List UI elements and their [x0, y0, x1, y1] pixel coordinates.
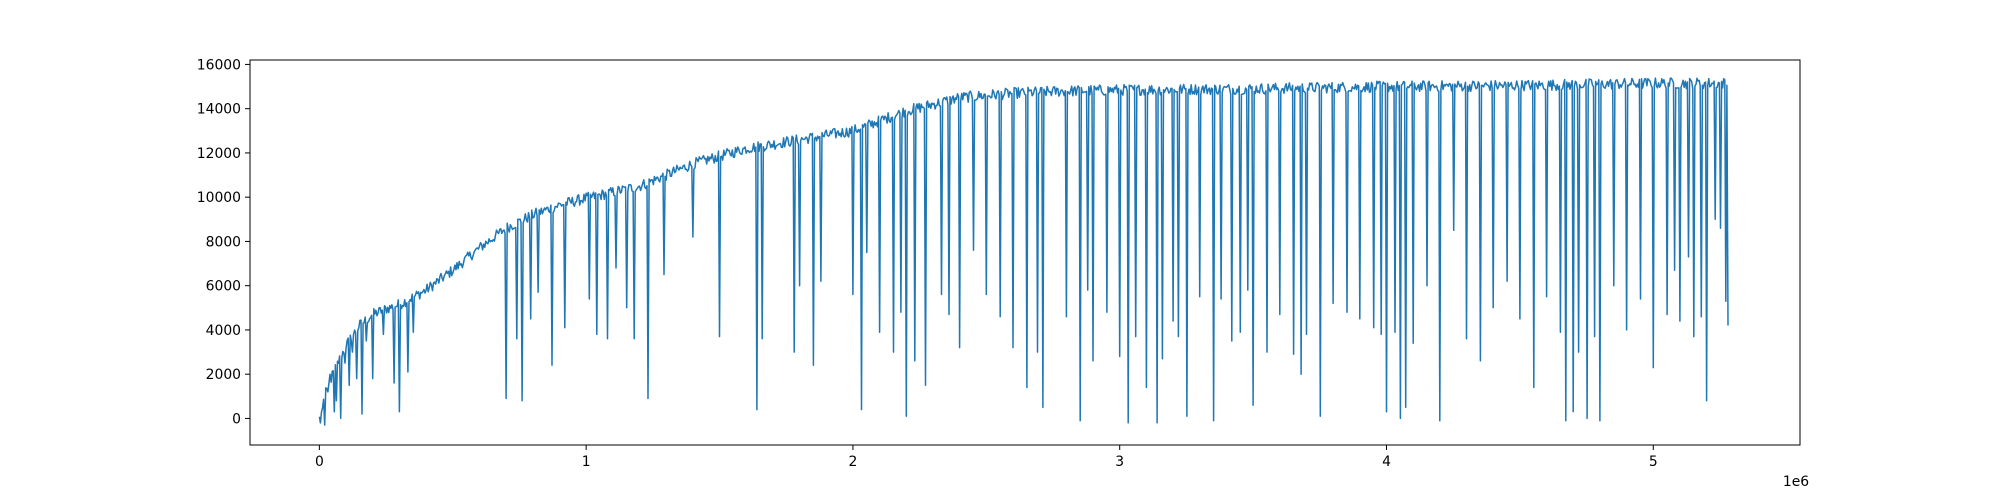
axes: 0 1 2 3 4 5 0 2000 4000 6000 8000 10000 12000 14000 16…	[197, 57, 1801, 470]
x-tick-label: 5	[1649, 454, 1658, 470]
x-tick-label: 2	[849, 454, 858, 470]
y-tick-label: 10000	[197, 190, 241, 206]
y-tick-label: 6000	[206, 279, 241, 295]
x-axis-offset-label: 1e6	[1783, 474, 1809, 490]
y-tick-label: 12000	[197, 146, 241, 162]
plot-area	[318, 77, 1729, 426]
y-tick-label: 4000	[206, 323, 241, 339]
y-tick-label: 14000	[197, 102, 241, 118]
x-tick-label: 1	[582, 454, 591, 470]
y-tick-label: 0	[232, 411, 241, 427]
x-tick-label: 3	[1115, 454, 1124, 470]
x-tick-label: 4	[1382, 454, 1391, 470]
y-tick-label: 16000	[197, 57, 241, 73]
axes-frame	[249, 59, 1801, 446]
x-tick-label: 0	[315, 454, 324, 470]
series-line	[318, 77, 1729, 426]
y-tick-label: 2000	[206, 367, 241, 383]
y-tick-label: 8000	[206, 234, 241, 250]
